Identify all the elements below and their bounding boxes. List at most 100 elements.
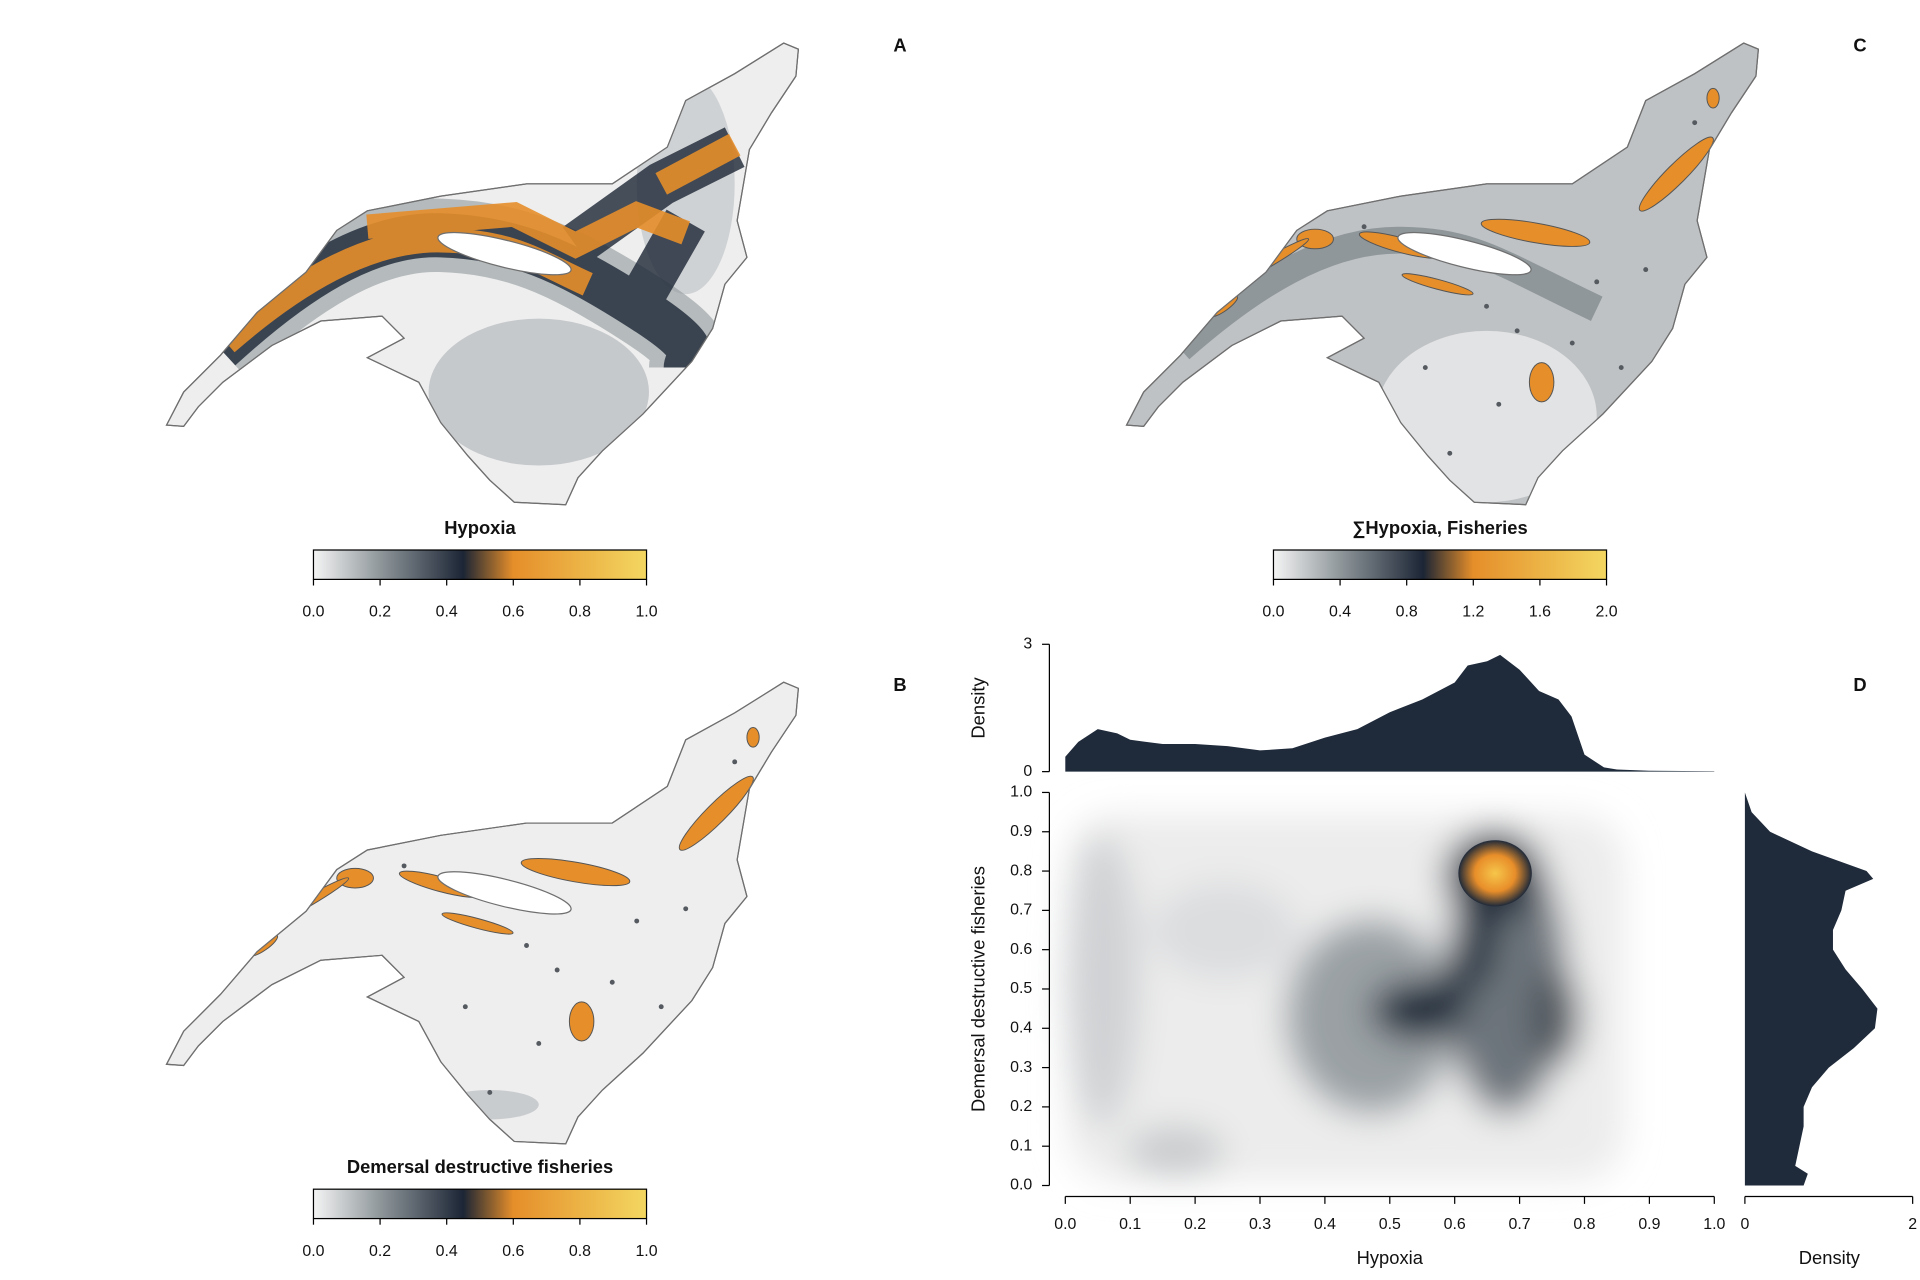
map-island [437, 231, 572, 276]
colorbar-title: Demersal destructive fisheries [347, 1156, 613, 1177]
map-outline-stroke [1125, 42, 1760, 506]
density-field [1065, 814, 1625, 1182]
map-patch [520, 857, 631, 887]
map-dot [401, 863, 407, 869]
map-dot [1594, 279, 1600, 285]
map-outline-stroke [165, 681, 800, 1145]
map-patch [678, 775, 754, 851]
map-panel [165, 681, 800, 1145]
panel-label: C [1853, 35, 1866, 56]
x-tick-label: 0.6 [1444, 1216, 1466, 1233]
colorbar-tick-label: 0.8 [569, 1243, 591, 1260]
map-dot [683, 906, 689, 912]
map-shade [428, 318, 649, 466]
y-tick-label: 0.1 [1010, 1137, 1032, 1154]
x-tick-label: 0.0 [1054, 1216, 1076, 1233]
map-dot [524, 943, 529, 948]
colorbar-tick-label: 1.0 [635, 1243, 657, 1260]
y-axis-title: Demersal destructive fisheries [967, 866, 988, 1112]
map-dot [1428, 463, 1434, 468]
map-dot [1514, 328, 1520, 334]
map-dot [462, 1004, 468, 1010]
map-dot [1569, 340, 1575, 346]
y-tick-label: 0 [1023, 763, 1032, 780]
density-shade [1065, 832, 1139, 1127]
x-tick-label: 0 [1740, 1216, 1749, 1233]
y-tick-label: 0.9 [1010, 823, 1032, 840]
colorbar-tick-label: 1.2 [1462, 604, 1484, 621]
y-tick-label: 0.6 [1010, 941, 1032, 958]
panel-label: B [893, 674, 906, 695]
colorbar-tick-label: 0.6 [502, 1243, 524, 1260]
colorbar-title: ∑Hypoxia, Fisheries [1352, 517, 1527, 539]
y-tick-label: 1.0 [1010, 784, 1032, 801]
density-area [1744, 792, 1878, 1186]
map-island [437, 871, 572, 915]
right-x-axis-title: Density [1799, 1247, 1861, 1268]
colorbar-tick-label: 0.2 [369, 1243, 391, 1260]
map-dot [468, 1102, 474, 1108]
map-patch [1296, 228, 1334, 250]
y-tick-label: 0.2 [1010, 1098, 1032, 1115]
x-tick-label: 1.0 [1703, 1216, 1725, 1233]
x-tick-label: 0.9 [1638, 1216, 1660, 1233]
map-patch [1401, 273, 1474, 296]
density-shade [1285, 918, 1458, 1115]
colorbar [1272, 549, 1608, 580]
map-dot [1692, 120, 1698, 126]
map-dot [1496, 401, 1502, 407]
map-panel [1125, 42, 1760, 506]
y-tick-label: 0.8 [1010, 862, 1032, 879]
map-dot [1361, 224, 1367, 230]
x-tick-label: 0.4 [1314, 1216, 1336, 1233]
x-tick-label: 0.8 [1573, 1216, 1595, 1233]
map-fill [195, 73, 745, 466]
map-outline [165, 681, 800, 1145]
density-shade [1530, 967, 1580, 1066]
colorbar-tick-label: 2.0 [1595, 604, 1617, 621]
map-dot [487, 1090, 493, 1095]
y-tick-label: 0.5 [1010, 980, 1032, 997]
colorbar [312, 549, 648, 580]
colorbar-tick-label: 0.6 [502, 604, 524, 621]
map-dot [536, 1041, 542, 1046]
colorbar-tick-label: 0.0 [302, 604, 324, 621]
map-island [1397, 231, 1532, 276]
panel-label: A [893, 35, 906, 56]
density-hotspot [1458, 840, 1532, 907]
map-patch [1528, 362, 1555, 403]
map-outline-stroke [165, 42, 800, 506]
colorbar-tick-label: 1.0 [635, 604, 657, 621]
y-tick-label: 3 [1023, 635, 1032, 652]
colorbar-tick-label: 0.8 [569, 604, 591, 621]
density-area [1065, 654, 1715, 772]
map-dot [634, 918, 640, 924]
density-shade [1126, 1126, 1225, 1176]
panel-label: D [1853, 674, 1866, 695]
colorbar-tick-label: 0.0 [1262, 604, 1284, 621]
x-tick-label: 0.5 [1379, 1216, 1401, 1233]
colorbar-tick-label: 0.0 [302, 1243, 324, 1260]
y-tick-label: 0.0 [1010, 1177, 1032, 1194]
map-dot [554, 967, 560, 973]
colorbar-tick-label: 0.4 [1329, 604, 1351, 621]
y-tick-label: 0.7 [1010, 902, 1032, 919]
map-panel [165, 42, 800, 506]
x-tick-label: 2 [1908, 1216, 1917, 1233]
map-patch [1706, 87, 1720, 109]
map-shade [1376, 330, 1597, 503]
map-patch [1638, 136, 1714, 212]
colorbar-tick-label: 0.4 [436, 604, 458, 621]
colorbar-title: Hypoxia [444, 517, 516, 538]
y-tick-label: 0.3 [1010, 1059, 1032, 1076]
map-patch [568, 1001, 595, 1042]
y-tick-label: 0.4 [1010, 1019, 1032, 1036]
density-shade [1151, 881, 1298, 980]
x-tick-label: 0.7 [1509, 1216, 1531, 1233]
top-y-axis-title: Density [967, 677, 988, 739]
map-dot [609, 979, 615, 985]
x-tick-label: 0.1 [1119, 1216, 1141, 1233]
map-dot [1447, 450, 1453, 456]
map-dot [1422, 365, 1428, 370]
